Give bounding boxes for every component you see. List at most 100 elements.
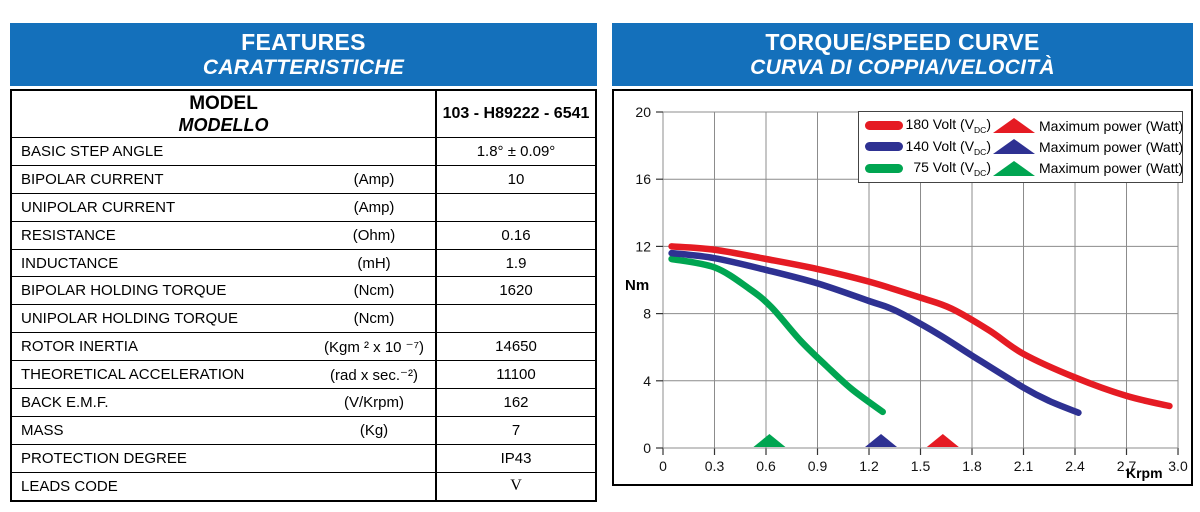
max-power-triangle-icon (993, 160, 1035, 176)
feature-label: BIPOLAR CURRENT (21, 170, 164, 188)
feature-value: 10 (435, 165, 595, 193)
feature-label: PROTECTION DEGREE (21, 449, 187, 467)
x-tick-label: 0.6 (756, 458, 776, 474)
y-tick-label: 8 (643, 306, 651, 322)
features-title: FEATURES (241, 28, 366, 55)
max-power-triangle-icon (993, 118, 1035, 134)
feature-row: PROTECTION DEGREE IP43 (12, 443, 595, 472)
feature-value: 0.16 (435, 221, 595, 249)
feature-row: THEORETICAL ACCELERATION (rad x sec.⁻²) 11… (12, 360, 595, 389)
y-tick-label: 16 (635, 171, 651, 187)
legend-max-power-label: Maximum power (Watt) (1039, 117, 1184, 134)
max-power-marker-140-volt-vdc (865, 434, 898, 447)
x-tick-label: 2.7 (1117, 458, 1137, 474)
feature-label: LEADS CODE (21, 477, 118, 495)
feature-row: BIPOLAR HOLDING TORQUE (Ncm) 1620 (12, 276, 595, 305)
feature-value: V (435, 472, 595, 500)
legend-voltage-label: 140 Volt (VDC) (905, 137, 991, 157)
feature-unit: (Ncm) (353, 310, 395, 328)
feature-label: ROTOR INERTIA (21, 338, 138, 356)
feature-value: IP43 (435, 444, 595, 472)
torque-title: TORQUE/SPEED CURVE (765, 28, 1040, 55)
feature-row: BIPOLAR CURRENT (Amp) 10 (12, 164, 595, 193)
feature-value: 162 (435, 389, 595, 416)
curve-140-volt-vdc (668, 249, 1082, 416)
max-power-marker-180-volt-vdc (926, 434, 959, 447)
feature-unit (313, 445, 435, 472)
legend-voltage-label: 75 Volt (VDC) (913, 158, 991, 178)
feature-label: THEORETICAL ACCELERATION (21, 366, 245, 384)
feature-label: RESISTANCE (21, 226, 116, 244)
torque-speed-panel: TORQUE/SPEED CURVE CURVA DI COPPIA/VELOC… (612, 23, 1193, 486)
y-tick-label: 20 (635, 104, 651, 120)
torque-speed-chart: 0 0.3 0.6 0.9 1.2 1.5 1.8 2.1 2.4 2.7 3.0 0 4 8 12 16 20… (612, 89, 1193, 486)
legend-voltage-subscript: DC (974, 125, 987, 136)
legend-line-swatch-180-volt-vdc (865, 121, 903, 131)
model-header-cell: MODEL MODELLO (12, 91, 435, 137)
max-power-triangle-icon (993, 139, 1035, 155)
feature-rows: BASIC STEP ANGLE 1.8° ± 0.09° BIPOLAR CURR… (12, 137, 595, 500)
feature-row: LEADS CODE V (12, 471, 595, 500)
chart-legend: 180 Volt (VDC) Maximum power (Watt) 140 Vo… (858, 111, 1183, 183)
feature-row: RESISTANCE (Ohm) 0.16 (12, 220, 595, 249)
legend-row: 75 Volt (VDC) Maximum power (Watt) (859, 158, 1184, 178)
torque-subtitle: CURVA DI COPPIA/VELOCITÀ (750, 55, 1055, 79)
feature-unit: (Ncm) (353, 282, 395, 300)
feature-row: UNIPOLAR HOLDING TORQUE (Ncm) (12, 304, 595, 333)
feature-value (435, 305, 595, 333)
legend-row: 180 Volt (VDC) Maximum power (Watt) (859, 116, 1184, 136)
y-tick-label: 4 (643, 373, 651, 389)
feature-unit (313, 138, 435, 165)
feature-unit: (Kgm ² x 10 ⁻⁷) (323, 338, 425, 356)
feature-row: BACK E.M.F. (V/Krpm) 162 (12, 388, 595, 416)
feature-row: UNIPOLAR CURRENT (Amp) (12, 192, 595, 221)
feature-unit: (Ohm) (352, 226, 396, 244)
feature-label: BIPOLAR HOLDING TORQUE (21, 282, 227, 300)
x-tick-label: 2.4 (1065, 458, 1085, 474)
feature-label: INDUCTANCE (21, 254, 119, 272)
feature-value: 1620 (435, 277, 595, 305)
torque-header: TORQUE/SPEED CURVE CURVA DI COPPIA/VELOC… (612, 23, 1193, 86)
feature-value: 14650 (435, 333, 595, 361)
legend-voltage-subscript: DC (974, 146, 987, 157)
model-row: MODEL MODELLO 103 - H89222 - 6541 (12, 91, 595, 137)
feature-value: 7 (435, 416, 595, 444)
feature-label: BACK E.M.F. (21, 393, 109, 411)
feature-unit: (V/Krpm) (344, 393, 404, 411)
legend-row: 140 Volt (VDC) Maximum power (Watt) (859, 137, 1184, 157)
feature-unit: (Amp) (353, 198, 395, 216)
feature-unit: (Amp) (353, 170, 395, 188)
y-tick-label: 0 (643, 440, 651, 456)
legend-voltage-label: 180 Volt (VDC) (905, 116, 991, 136)
feature-unit: (Kg) (359, 421, 389, 439)
legend-max-power-label: Maximum power (Watt) (1039, 160, 1184, 177)
feature-value: 1.9 (435, 249, 595, 277)
feature-label: MASS (21, 421, 64, 439)
x-tick-label: 0 (659, 458, 667, 474)
max-power-marker-75-volt-vdc (753, 434, 786, 447)
x-tick-label: 0.9 (808, 458, 828, 474)
model-label-en: MODEL (189, 93, 258, 115)
x-tick-label: 3.0 (1168, 458, 1188, 474)
feature-label: BASIC STEP ANGLE (21, 142, 164, 160)
features-subtitle: CARATTERISTICHE (202, 55, 405, 79)
curve-75-volt-vdc (668, 255, 886, 416)
feature-row: ROTOR INERTIA (Kgm ² x 10 ⁻⁷) 14650 (12, 332, 595, 361)
feature-row: MASS (Kg) 7 (12, 415, 595, 444)
y-axis-label: Nm (625, 277, 650, 294)
features-panel: FEATURES CARATTERISTICHE MODEL MODELLO 1… (10, 23, 597, 502)
legend-line-swatch-140-volt-vdc (865, 142, 903, 152)
x-tick-label: 1.5 (911, 458, 931, 474)
model-value: 103 - H89222 - 6541 (435, 91, 595, 137)
feature-label: UNIPOLAR HOLDING TORQUE (21, 310, 238, 328)
feature-row: BASIC STEP ANGLE 1.8° ± 0.09° (12, 137, 595, 165)
legend-max-power-label: Maximum power (Watt) (1039, 138, 1184, 155)
feature-unit: (rad x sec.⁻²) (330, 366, 418, 384)
feature-unit (313, 473, 435, 500)
feature-unit: (mH) (357, 254, 391, 272)
curve-180-volt-vdc (668, 243, 1173, 410)
features-header: FEATURES CARATTERISTICHE (10, 23, 597, 86)
model-label-it: MODELLO (178, 114, 269, 135)
feature-label: UNIPOLAR CURRENT (21, 198, 176, 216)
x-axis-label: Krpm (1126, 465, 1163, 481)
